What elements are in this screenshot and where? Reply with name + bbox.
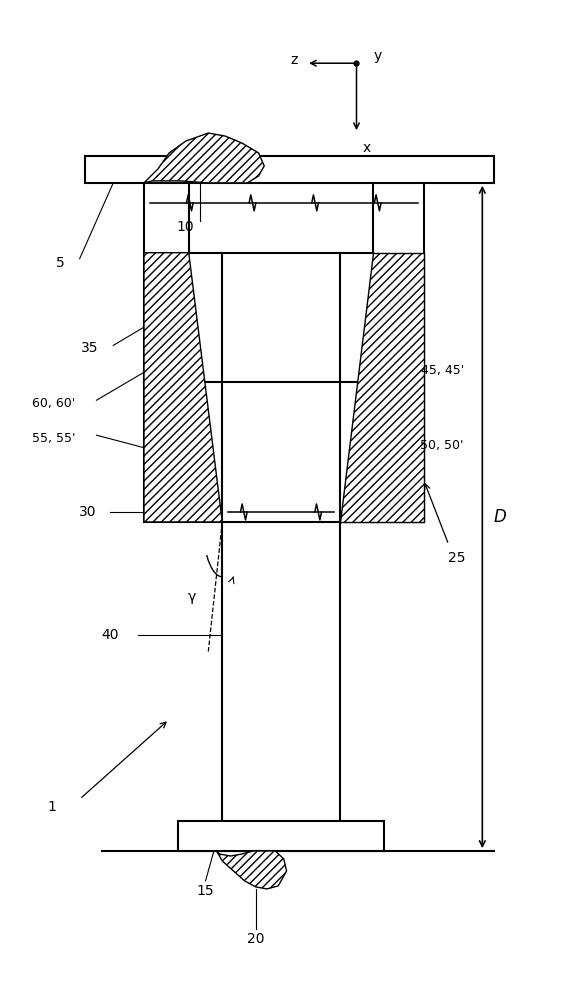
Text: 35: 35 [81, 341, 98, 355]
Polygon shape [217, 851, 287, 889]
Text: z: z [290, 53, 297, 67]
Text: 50, 50': 50, 50' [420, 439, 463, 452]
Text: 60, 60': 60, 60' [32, 397, 75, 410]
Text: 5: 5 [56, 256, 65, 270]
Text: y: y [374, 49, 382, 63]
Polygon shape [339, 253, 424, 522]
Text: x: x [362, 141, 371, 155]
Polygon shape [144, 253, 223, 522]
Text: 1: 1 [47, 800, 56, 814]
Text: 15: 15 [197, 884, 214, 898]
Bar [85, 156, 493, 183]
Text: D: D [494, 508, 506, 526]
Text: 40: 40 [102, 628, 119, 642]
Polygon shape [144, 133, 264, 183]
Bar [178, 821, 384, 851]
Text: 25: 25 [448, 551, 466, 565]
Text: 45, 45': 45, 45' [421, 364, 464, 377]
Text: 55, 55': 55, 55' [32, 432, 76, 445]
Text: γ: γ [187, 590, 196, 604]
Text: 20: 20 [247, 932, 265, 946]
Text: 30: 30 [79, 505, 97, 519]
Text: 10: 10 [176, 220, 194, 234]
